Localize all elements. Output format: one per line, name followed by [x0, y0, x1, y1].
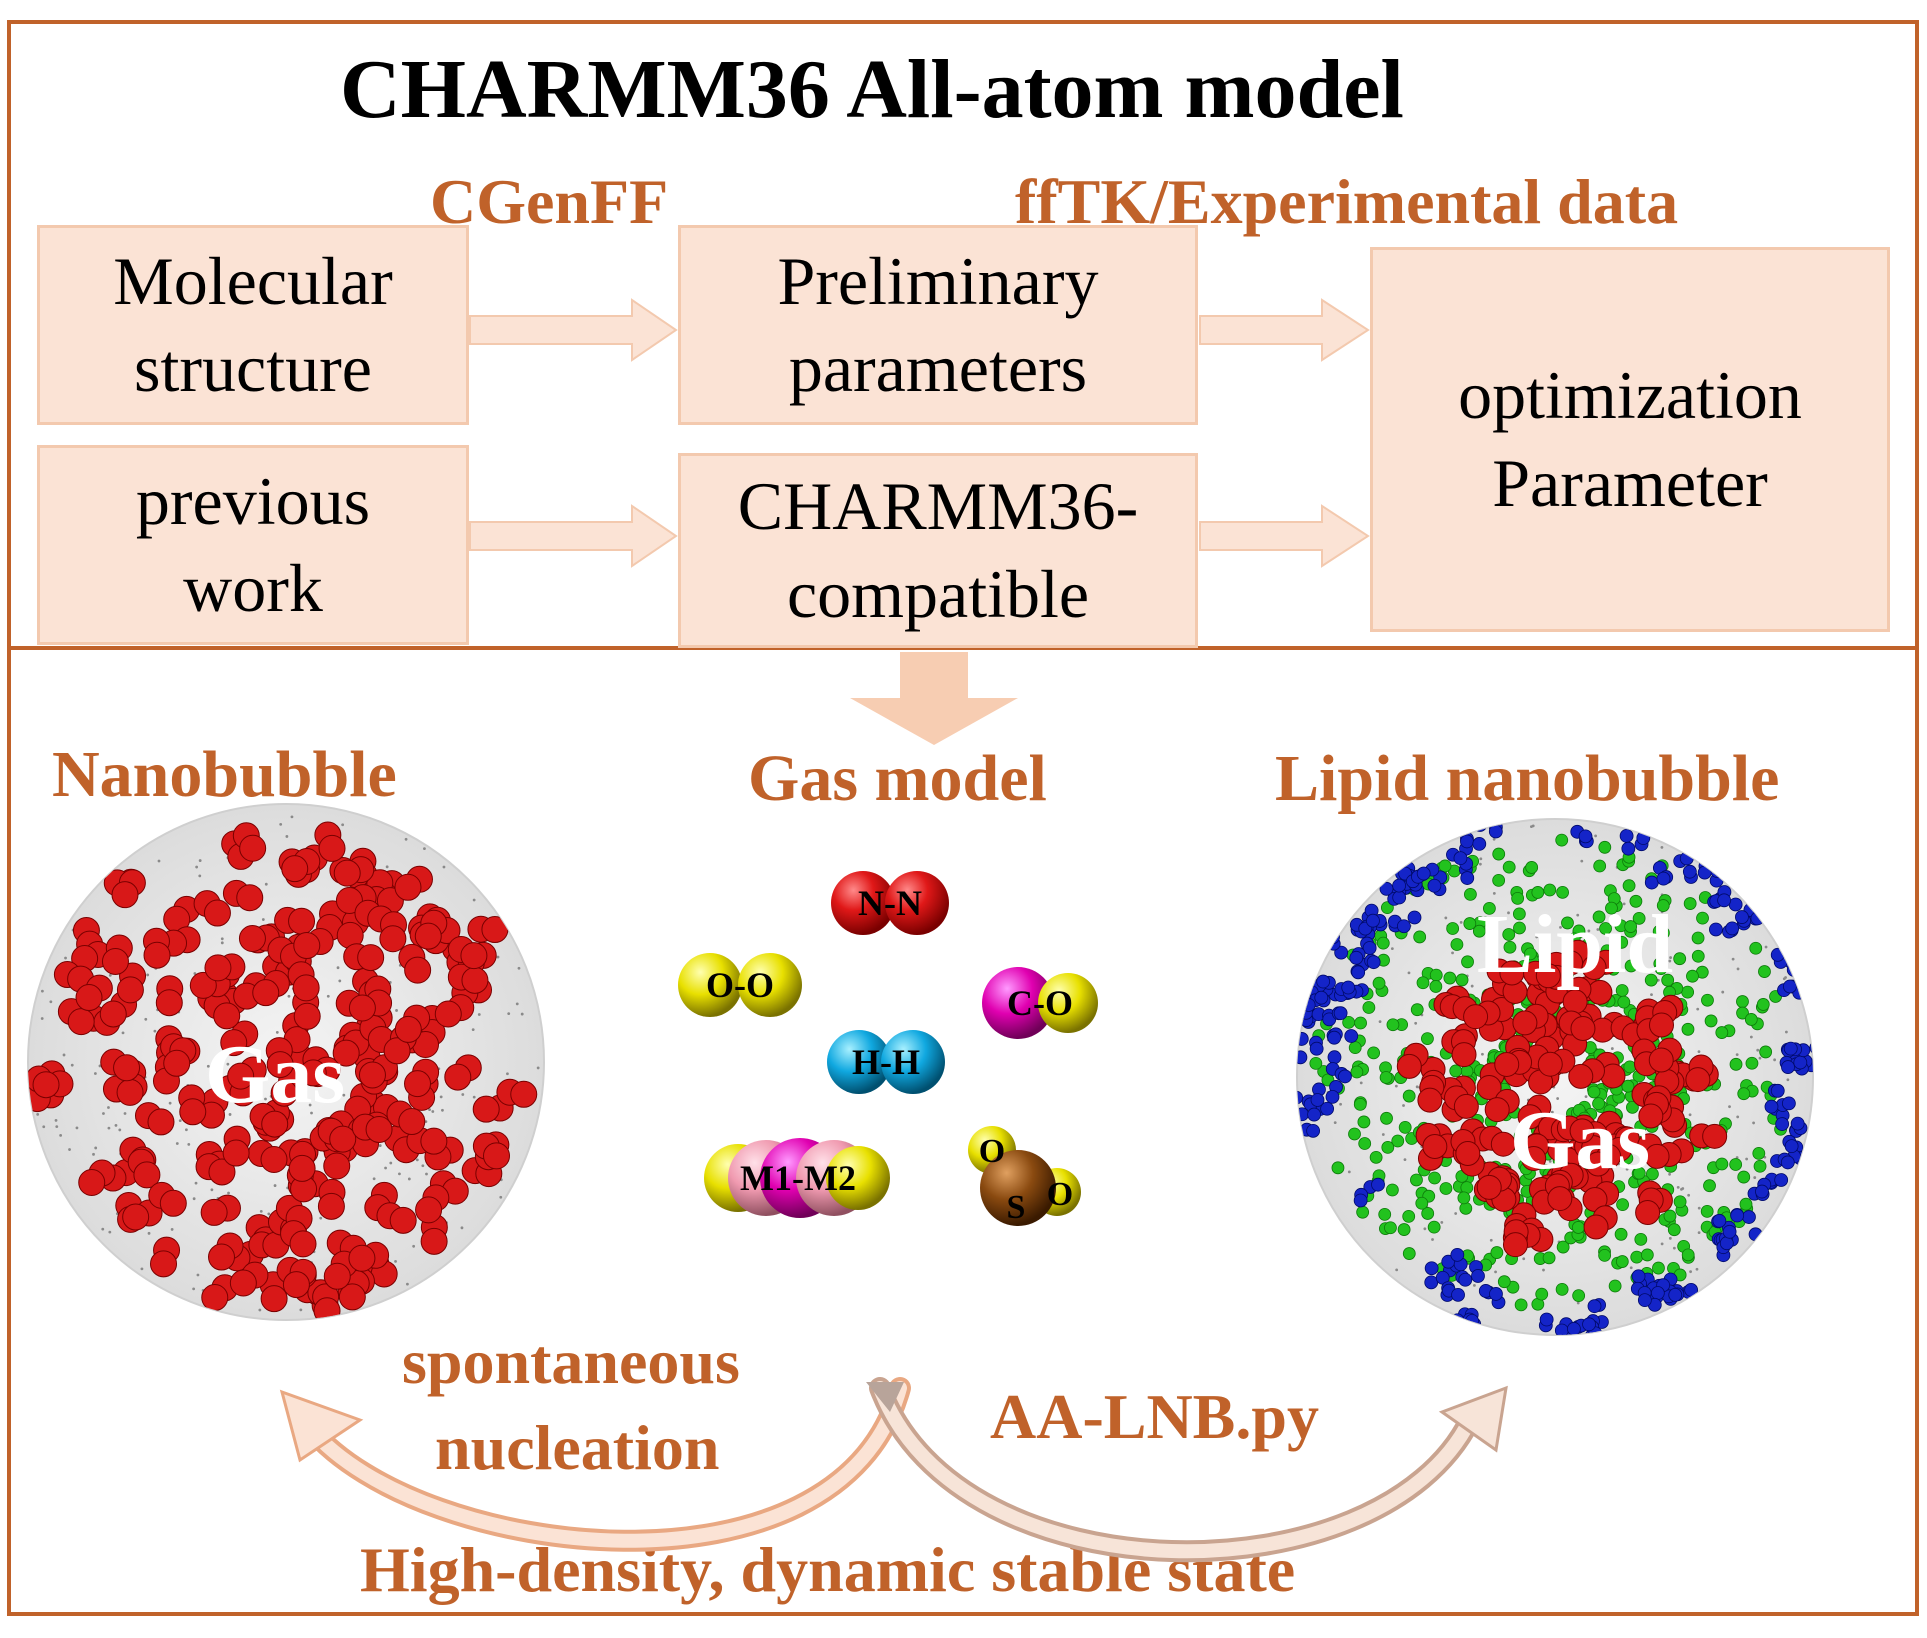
box-line: Parameter	[1492, 444, 1768, 521]
down-arrow	[850, 652, 1018, 745]
charmm36-compatible-box: CHARMM36- compatible	[678, 453, 1198, 648]
box-line: structure	[134, 330, 372, 406]
molecule-label: O	[1047, 1176, 1073, 1213]
cgenff-label: CGenFF	[430, 166, 669, 237]
lipid-shell	[1297, 819, 1813, 1335]
molecule-n2: N-N	[831, 871, 949, 935]
molecule-o2: O-O	[678, 953, 802, 1017]
nucleation-label: nucleation	[435, 1412, 720, 1483]
arrow-preliminary-to-optimization	[1199, 298, 1370, 362]
molecule-label: O-O	[706, 965, 774, 1005]
box-line: work	[183, 550, 323, 626]
molecule-m1m2: M1-M2	[704, 1138, 890, 1218]
nanobubble-heading: Nanobubble	[52, 738, 397, 811]
molecule-so2: O S O	[968, 1126, 1081, 1226]
lipid-nanobubble-heading: Lipid nanobubble	[1275, 742, 1780, 815]
gas-model-heading: Gas model	[748, 742, 1047, 815]
molecule-h2: H-H	[827, 1030, 945, 1094]
preliminary-parameters-box: Preliminary parameters	[678, 225, 1198, 425]
nanobubble-sphere	[27, 803, 545, 1321]
arrow-previous-to-compatible	[469, 504, 678, 568]
arrow-split-node	[866, 1382, 904, 1412]
box-line: compatible	[786, 555, 1090, 632]
arrow-aa-lnb	[869, 1377, 1508, 1563]
molecule-label: M1-M2	[740, 1158, 856, 1198]
box-line: CHARMM36-	[737, 468, 1139, 545]
fftk-label: ffTK/Experimental data	[1015, 166, 1679, 237]
gas-molecule-cluster	[28, 815, 540, 1320]
bottom-panel-frame	[7, 646, 1919, 1616]
molecule-label: N-N	[858, 883, 922, 923]
previous-work-box: previous work	[37, 445, 469, 645]
box-line: Preliminary	[777, 242, 1099, 319]
arrow-molecular-to-preliminary	[469, 298, 678, 362]
lipid-nanobubble-sphere	[1296, 818, 1814, 1336]
script-label: AA-LNB.py	[990, 1381, 1319, 1452]
optimization-parameter-box: optimization Parameter	[1370, 247, 1890, 632]
gas-label-left: Gas	[205, 1028, 345, 1121]
box-line: Molecular	[113, 242, 393, 319]
molecule-label: H-H	[852, 1042, 920, 1082]
molecule-label: C-O	[1007, 983, 1073, 1023]
molecular-structure-box: Molecular structure	[37, 225, 469, 425]
molecule-label: O	[979, 1133, 1005, 1170]
lipid-label: Lipid	[1477, 898, 1673, 991]
arrow-compatible-to-optimization	[1199, 504, 1370, 568]
gas-label-right: Gas	[1510, 1094, 1650, 1187]
arrow-spontaneous-nucleation	[279, 1377, 911, 1552]
box-line: optimization	[1458, 357, 1802, 434]
box-line: previous	[135, 462, 371, 539]
molecule-label: S	[1007, 1189, 1026, 1226]
page-title: CHARMM36 All-atom model	[340, 43, 1404, 136]
molecule-co: C-O	[982, 967, 1098, 1039]
box-line: parameters	[788, 330, 1088, 406]
spontaneous-label: spontaneous	[402, 1326, 740, 1397]
